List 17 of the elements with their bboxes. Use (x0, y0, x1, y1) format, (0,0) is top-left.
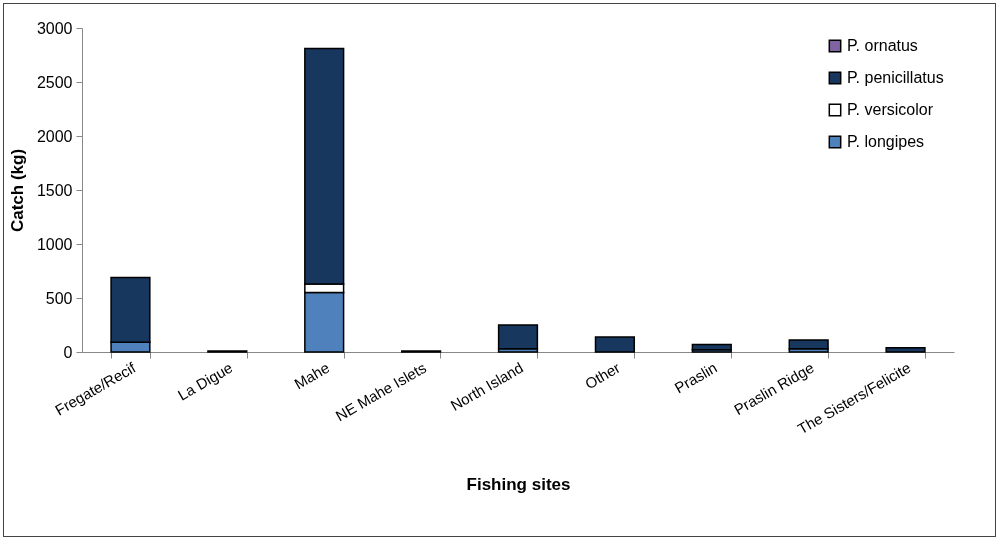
y-tick-label: 1500 (36, 181, 73, 199)
x-tick-label: NE Mahe Islets (332, 358, 430, 425)
x-tick-label: Mahe (291, 358, 333, 393)
x-axis-title: Fishing sites (466, 475, 571, 495)
y-tick-label: 2500 (36, 73, 73, 91)
y-tick-label: 3000 (36, 19, 73, 37)
y-axis-title: Catch (kg) (7, 148, 27, 233)
legend-label: P. penicillatus (847, 69, 944, 86)
x-tick-label: Other (581, 358, 623, 393)
y-tick-label: 0 (63, 343, 73, 361)
x-tick-label: La Digue (174, 358, 236, 404)
legend-label: P. ornatus (847, 37, 918, 54)
y-tick-label: 500 (45, 289, 73, 307)
y-tick-label: 1000 (36, 235, 73, 253)
y-tick-label: 2000 (36, 127, 73, 145)
legend-label: P. longipes (847, 133, 925, 150)
legend-label: P. versicolor (847, 101, 934, 118)
